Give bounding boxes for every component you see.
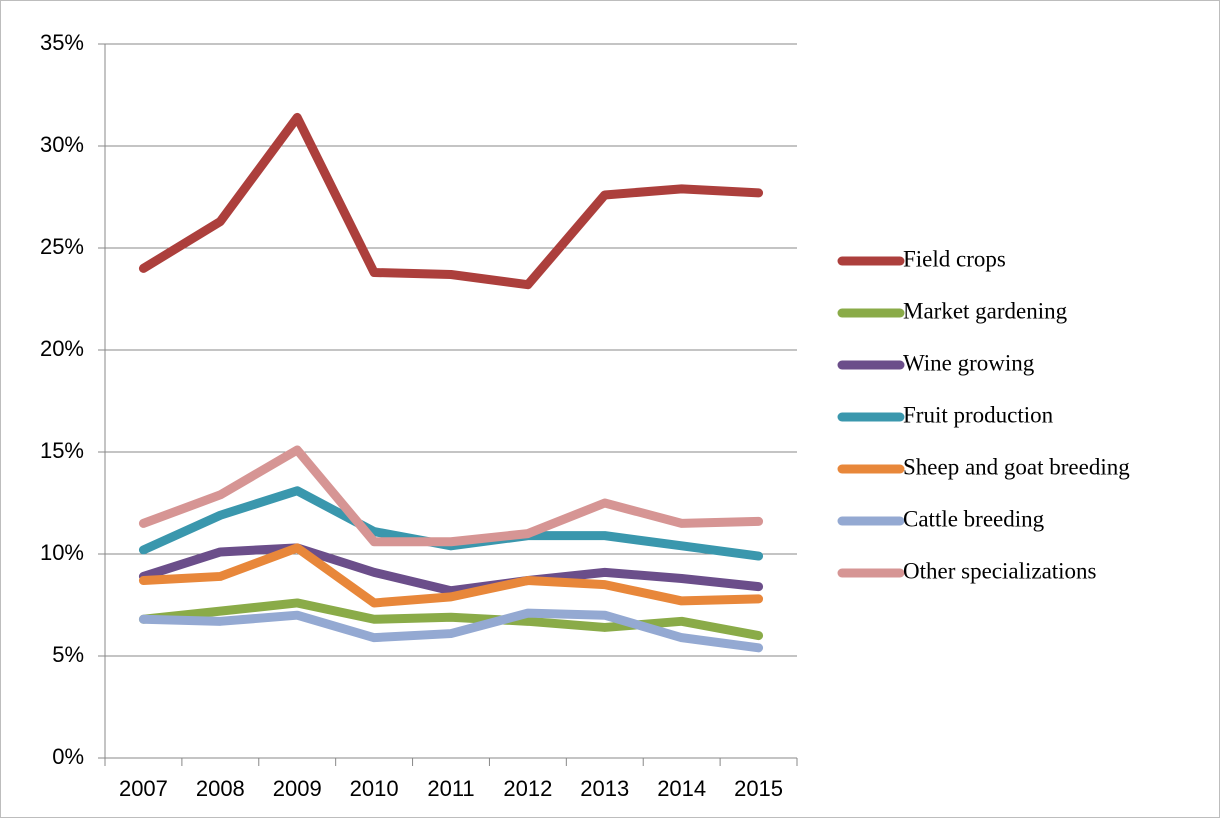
y-tick-label: 15% [40,438,84,463]
y-tick-label: 25% [40,234,84,259]
series-line [138,445,764,547]
series-line [138,543,764,608]
legend-label: Other specializations [903,558,1097,583]
y-tick-label: 30% [40,132,84,157]
x-tick-label: 2007 [119,776,168,801]
x-tick-label: 2010 [350,776,399,801]
x-tick-label: 2015 [734,776,783,801]
x-tick-label: 2012 [503,776,552,801]
series-line [138,608,764,653]
x-tick-label: 2014 [657,776,706,801]
y-tick-label: 5% [52,642,84,667]
legend-label: Cattle breeding [903,506,1045,531]
y-tick-label: 35% [40,30,84,55]
series-line [138,598,764,641]
series-line [138,543,764,596]
y-tick-label: 20% [40,336,84,361]
x-tick-label: 2011 [427,776,474,801]
legend-label: Field crops [903,246,1006,271]
x-tick-label: 2009 [273,776,322,801]
legend-label: Market gardening [903,298,1068,323]
x-tick-label: 2013 [580,776,629,801]
x-tick-label: 2008 [196,776,245,801]
y-tick-label: 0% [52,744,84,769]
legend-label: Sheep and goat breeding [903,454,1130,479]
legend-label: Wine growing [903,350,1035,375]
series-line [138,112,764,290]
legend-label: Fruit production [903,402,1054,427]
y-tick-label: 10% [40,540,84,565]
